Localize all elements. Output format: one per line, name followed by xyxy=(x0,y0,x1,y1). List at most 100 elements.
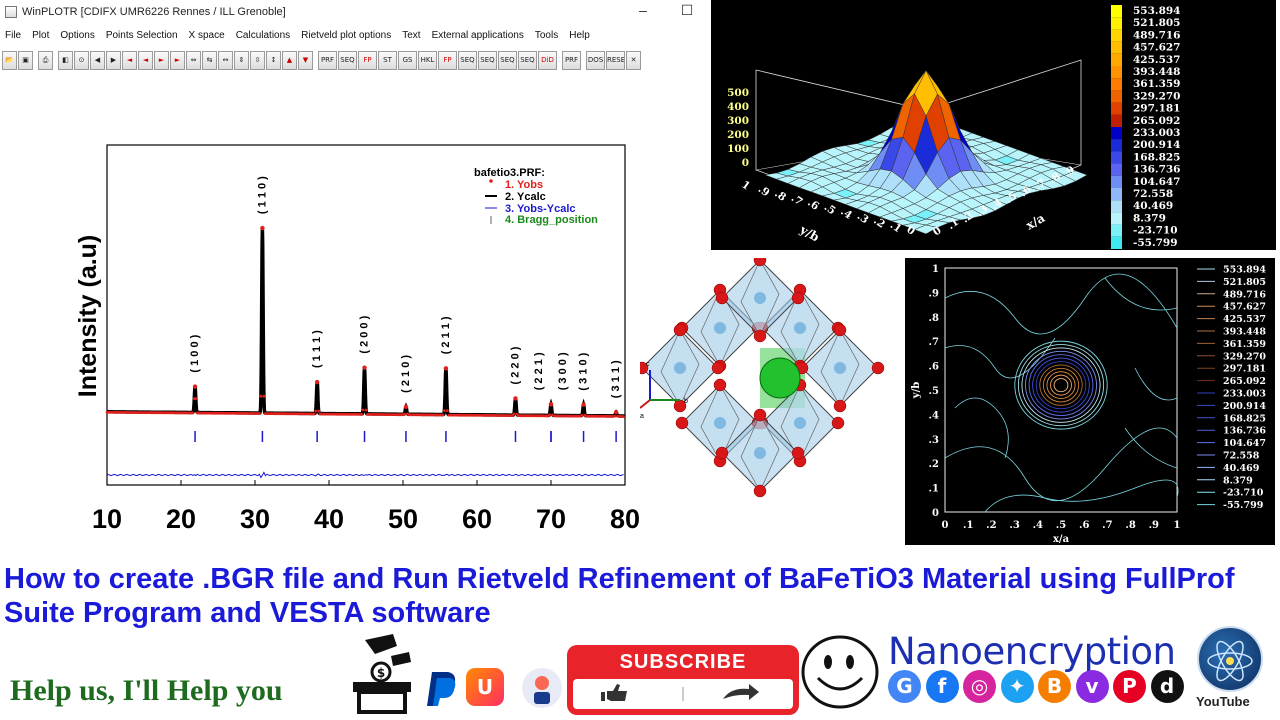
colorbar-swatch xyxy=(1111,163,1122,176)
colorbar-label: 393.448 xyxy=(1133,66,1181,78)
plot-frame xyxy=(106,144,626,486)
x-tick-label: .3 xyxy=(1009,520,1019,531)
b-site-atom xyxy=(714,417,726,429)
open-file-icon[interactable]: 📂 xyxy=(2,50,17,70)
level-label: 104.647 xyxy=(1223,438,1266,449)
arrow-right-icon[interactable]: ► xyxy=(154,50,169,70)
y-axis-label: y/b xyxy=(911,382,922,399)
colorbar-swatch xyxy=(1111,127,1122,140)
prf-icon[interactable]: PRF xyxy=(318,50,337,70)
menu-plot[interactable]: Plot xyxy=(32,29,50,41)
fit-y-icon[interactable]: ↕ xyxy=(266,50,281,70)
z-tick-label: 400 xyxy=(727,101,749,113)
arrow-left-icon[interactable]: ◄ xyxy=(122,50,137,70)
video-title: How to create .BGR file and Run Rietveld… xyxy=(4,563,1235,629)
patreon-icon[interactable] xyxy=(520,666,564,710)
density-contour xyxy=(1025,350,1097,420)
social-icon[interactable]: f xyxy=(925,670,959,703)
arrow-left2-icon[interactable]: ◄ xyxy=(138,50,153,70)
social-icon[interactable]: ◎ xyxy=(963,670,996,703)
contour-frame xyxy=(944,267,1178,513)
menu-text[interactable]: Text xyxy=(402,29,421,41)
arrow-down-icon[interactable]: ▼ xyxy=(298,50,313,70)
yobs-point xyxy=(622,415,625,418)
minimize-button[interactable]: – xyxy=(639,2,647,18)
subscribe-bar xyxy=(573,679,793,709)
colorbar-label: 233.003 xyxy=(1133,127,1181,139)
social-icon[interactable]: B xyxy=(1038,670,1071,703)
menu-calculations[interactable]: Calculations xyxy=(235,29,291,41)
expand-x-icon[interactable]: ⇔ xyxy=(186,50,201,70)
prf2-icon[interactable]: PRF xyxy=(562,50,581,70)
hkl-icon[interactable]: HKL xyxy=(418,50,437,70)
oxygen-atom xyxy=(831,416,845,430)
fp2-icon[interactable]: FP xyxy=(438,50,457,70)
menu-tools[interactable]: Tools xyxy=(534,29,559,41)
save-icon[interactable]: ▣ xyxy=(18,50,33,70)
social-icon[interactable]: G xyxy=(888,670,921,703)
x-tick-label: .2 xyxy=(986,520,996,531)
x-tick-label: 40 xyxy=(314,504,344,534)
menu-help[interactable]: Help xyxy=(569,29,590,41)
colorbar-label: 457.627 xyxy=(1133,42,1181,54)
fit-x-icon[interactable]: ↔ xyxy=(218,50,233,70)
seq4-icon[interactable]: SEQ xyxy=(498,50,517,70)
menu-options[interactable]: Options xyxy=(60,29,95,41)
expand-y-icon[interactable]: ⇕ xyxy=(234,50,249,70)
reset-icon[interactable]: RESET xyxy=(606,50,625,70)
ko-fi-icon[interactable]: U xyxy=(466,668,504,706)
seq2-icon[interactable]: SEQ xyxy=(458,50,477,70)
gs-icon[interactable]: GS xyxy=(398,50,417,70)
dos-icon[interactable]: DOS xyxy=(586,50,605,70)
level-label: 8.379 xyxy=(1223,475,1253,486)
xrd-rietveld-plot: Intensity (a.u) bafetio3.PRF: 1. Yobs 2.… xyxy=(74,144,640,534)
shift-right-icon[interactable]: ▶ xyxy=(106,50,121,70)
yobs-peak-marker xyxy=(513,396,518,401)
subscribe-button[interactable]: SUBSCRIBE xyxy=(567,645,799,715)
fp-icon[interactable]: FP xyxy=(358,50,377,70)
zoom-icon[interactable]: ⊙ xyxy=(74,50,89,70)
x-tick-label: .7 xyxy=(1102,520,1112,531)
arrow-up-icon[interactable]: ▲ xyxy=(282,50,297,70)
preview-icon[interactable]: ◧ xyxy=(58,50,73,70)
yobs-point xyxy=(312,412,316,416)
paypal-icon[interactable] xyxy=(424,668,460,708)
social-icon[interactable]: P xyxy=(1113,670,1146,703)
menu-rietveld-plot-options[interactable]: Rietveld plot options xyxy=(301,29,392,41)
y-axis-label: y/b xyxy=(797,222,822,244)
oxygen-atom xyxy=(833,323,847,337)
compress-x-icon[interactable]: ⇆ xyxy=(202,50,217,70)
seq3-icon[interactable]: SEQ xyxy=(478,50,497,70)
level-label: 329.270 xyxy=(1223,351,1266,362)
yobs-point xyxy=(361,408,365,412)
menu-points-selection[interactable]: Points Selection xyxy=(105,29,178,41)
compress-y-icon[interactable]: ⇳ xyxy=(250,50,265,70)
yobs-point xyxy=(262,394,266,398)
shift-left-icon[interactable]: ◀ xyxy=(90,50,105,70)
y-tick-label: .2 xyxy=(929,459,939,470)
seq5-icon[interactable]: SEQ xyxy=(518,50,537,70)
seq-icon[interactable]: SEQ xyxy=(338,50,357,70)
colorbar-swatch xyxy=(1111,66,1122,79)
colorbar-label: -23.710 xyxy=(1133,225,1178,237)
social-icon[interactable]: d xyxy=(1150,670,1184,703)
menu-file[interactable]: File xyxy=(5,29,22,41)
st-icon[interactable]: ST xyxy=(378,50,397,70)
b-site-atom xyxy=(754,292,766,304)
window-title: WinPLOTR [CDIFX UMR6226 Rennes / ILL Gre… xyxy=(22,6,286,18)
x-tick-label: .6 xyxy=(1079,520,1089,531)
close-icon[interactable]: ✕ xyxy=(626,50,641,70)
arrow-right2-icon[interactable]: ► xyxy=(170,50,185,70)
level-label: 393.448 xyxy=(1223,327,1266,338)
background-contour xyxy=(1134,367,1178,401)
oxygen-atom xyxy=(753,258,767,267)
print-icon[interactable]: ⎙ xyxy=(38,50,53,70)
yobs-peak-marker xyxy=(581,402,586,407)
maximize-button[interactable]: ☐ xyxy=(680,2,694,18)
menu-x-space[interactable]: X space xyxy=(188,29,225,41)
menu-external-applications[interactable]: External applications xyxy=(431,29,524,41)
did-icon[interactable]: DiD xyxy=(538,50,557,70)
social-icon[interactable]: v xyxy=(1075,670,1109,703)
social-icon[interactable]: ✦ xyxy=(1000,670,1034,703)
colorbar-label: 297.181 xyxy=(1133,103,1181,115)
